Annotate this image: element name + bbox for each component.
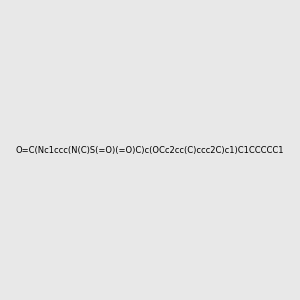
Text: O=C(Nc1ccc(N(C)S(=O)(=O)C)c(OCc2cc(C)ccc2C)c1)C1CCCCC1: O=C(Nc1ccc(N(C)S(=O)(=O)C)c(OCc2cc(C)ccc… bbox=[16, 146, 284, 154]
